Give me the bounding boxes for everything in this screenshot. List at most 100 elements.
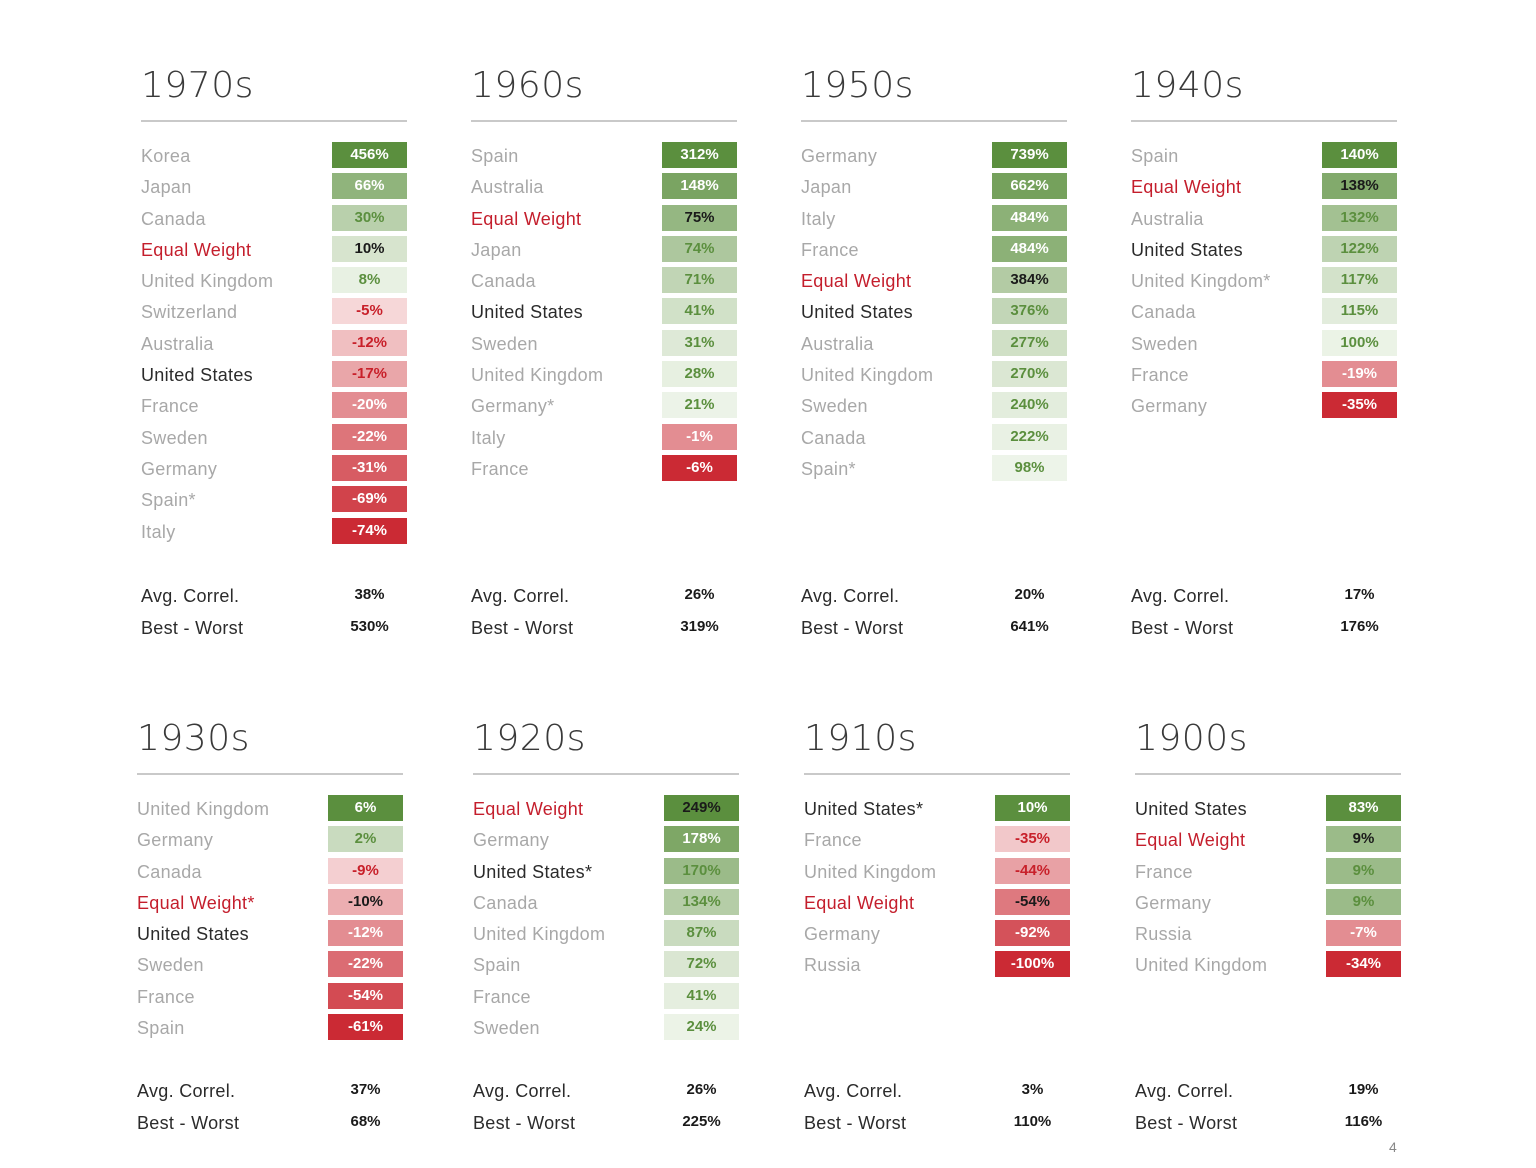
country-name: Italy — [141, 521, 176, 542]
list-item: Canada 134% — [473, 888, 739, 920]
avg-correl-row: Avg. Correl. 26% — [473, 1077, 739, 1109]
avg-correl-label: Avg. Correl. — [1131, 586, 1230, 606]
avg-correl-value: 38% — [354, 586, 385, 603]
decade-panel-1950s: 1950s Germany 739% Japan 662% Italy 484% France… — [801, 62, 1067, 652]
return-value-cell: -35% — [1322, 392, 1397, 419]
country-name: Germany* — [471, 396, 555, 417]
country-name: Equal Weight — [473, 799, 584, 819]
best-worst-value: 225% — [682, 1112, 721, 1130]
return-value-cell: 87% — [664, 920, 739, 947]
country-name: Japan — [801, 177, 852, 198]
return-value-cell: -34% — [1326, 951, 1401, 978]
return-value-cell: -17% — [332, 361, 407, 388]
list-item: France -35% — [804, 826, 1070, 857]
list-item: Russia -100% — [804, 951, 1070, 982]
return-value-cell: 132% — [1322, 204, 1397, 231]
country-name: Canada — [801, 427, 866, 448]
country-name: United Kingdom — [137, 799, 270, 819]
country-name: United Kingdom — [804, 861, 937, 882]
best-worst-row: Best - Worst 225% — [473, 1109, 739, 1141]
best-worst-value: 319% — [680, 617, 719, 635]
decade-stats: Avg. Correl. 17% Best - Worst 176% — [1131, 582, 1397, 645]
country-name: United Kingdom — [473, 924, 606, 945]
country-name: Korea — [141, 146, 191, 166]
list-item: United Kingdom 8% — [141, 267, 407, 298]
return-value-cell: -100% — [995, 951, 1070, 978]
list-item: Germany 2% — [137, 826, 403, 857]
best-worst-value: 176% — [1340, 617, 1379, 635]
list-item: France -20% — [141, 392, 407, 423]
country-name: Equal Weight — [1131, 177, 1242, 198]
return-value-cell: 2% — [328, 826, 403, 853]
country-name: Sweden — [1131, 333, 1198, 354]
return-value-cell: 384% — [992, 267, 1067, 294]
return-value-cell: 24% — [664, 1014, 739, 1041]
list-item: Japan 74% — [471, 235, 737, 267]
return-value-cell: 100% — [1322, 329, 1397, 356]
list-item: United States 83% — [1135, 795, 1401, 826]
list-item: Korea 456% — [141, 142, 407, 173]
return-value-cell: 134% — [664, 888, 739, 915]
avg-correl-value: 17% — [1344, 586, 1375, 603]
return-value-cell: 240% — [992, 392, 1067, 419]
list-item: United Kingdom 28% — [471, 361, 737, 392]
decade-title: 1900s — [1135, 718, 1248, 759]
avg-correl-row: Avg. Correl. 20% — [801, 582, 1067, 614]
list-item: Canada 71% — [471, 267, 737, 298]
list-item: France -19% — [1131, 361, 1397, 392]
country-name: Germany — [801, 146, 878, 166]
country-returns-list: United Kingdom 6% Germany 2% Canada -9% Equal … — [137, 795, 403, 1045]
list-item: Spain 72% — [473, 951, 739, 982]
return-value-cell: 170% — [664, 857, 739, 884]
country-name: Russia — [804, 955, 861, 976]
list-item: Spain 140% — [1131, 142, 1397, 173]
avg-correl-label: Avg. Correl. — [804, 1081, 903, 1101]
country-name: Switzerland — [141, 302, 238, 323]
country-name: Germany — [1135, 892, 1212, 913]
country-name: France — [141, 396, 199, 417]
country-name: Germany — [804, 924, 881, 945]
country-name: Australia — [1131, 208, 1204, 229]
return-value-cell: 138% — [1322, 173, 1397, 200]
list-item: Italy -1% — [471, 423, 737, 455]
list-item: Sweden 100% — [1131, 329, 1397, 361]
list-item: United Kingdom 270% — [801, 361, 1067, 392]
best-worst-label: Best - Worst — [471, 617, 574, 638]
return-value-cell: 10% — [332, 235, 407, 262]
best-worst-value: 116% — [1344, 1112, 1383, 1130]
return-value-cell: -10% — [328, 888, 403, 915]
list-item: France -54% — [137, 982, 403, 1014]
best-worst-label: Best - Worst — [1131, 617, 1234, 638]
return-value-cell: 72% — [664, 951, 739, 978]
list-item: United States 376% — [801, 298, 1067, 329]
avg-correl-row: Avg. Correl. 26% — [471, 582, 737, 614]
country-name: France — [137, 986, 195, 1007]
country-name: France — [801, 239, 859, 260]
list-item: Italy 484% — [801, 204, 1067, 236]
return-value-cell: 739% — [992, 142, 1067, 168]
return-value-cell: 270% — [992, 361, 1067, 388]
country-name: Russia — [1135, 924, 1192, 945]
avg-correl-label: Avg. Correl. — [801, 586, 900, 606]
list-item: Australia 148% — [471, 173, 737, 204]
list-item: Russia -7% — [1135, 920, 1401, 951]
country-name: Equal Weight — [801, 271, 912, 292]
decade-panel-1970s: 1970s Korea 456% Japan 66% Canada 30% Equal Wei… — [141, 62, 407, 652]
decade-title: 1970s — [141, 65, 254, 106]
list-item: Equal Weight 75% — [471, 204, 737, 236]
country-returns-list: Spain 140% Equal Weight 138% Australia 132% Un… — [1131, 142, 1397, 424]
return-value-cell: -92% — [995, 920, 1070, 947]
country-name: United States — [1135, 799, 1247, 819]
list-item: Italy -74% — [141, 517, 407, 549]
list-item: United States* 10% — [804, 795, 1070, 826]
best-worst-row: Best - Worst 641% — [801, 614, 1067, 646]
country-name: United Kingdom — [471, 365, 604, 386]
return-value-cell: 456% — [332, 142, 407, 168]
return-value-cell: 148% — [662, 173, 737, 200]
avg-correl-label: Avg. Correl. — [137, 1081, 236, 1101]
list-item: France 41% — [473, 982, 739, 1014]
return-value-cell: 41% — [662, 298, 737, 325]
country-returns-list: Spain 312% Australia 148% Equal Weight 75% Jap… — [471, 142, 737, 486]
country-name: Canada — [1131, 302, 1196, 323]
return-value-cell: 222% — [992, 423, 1067, 450]
